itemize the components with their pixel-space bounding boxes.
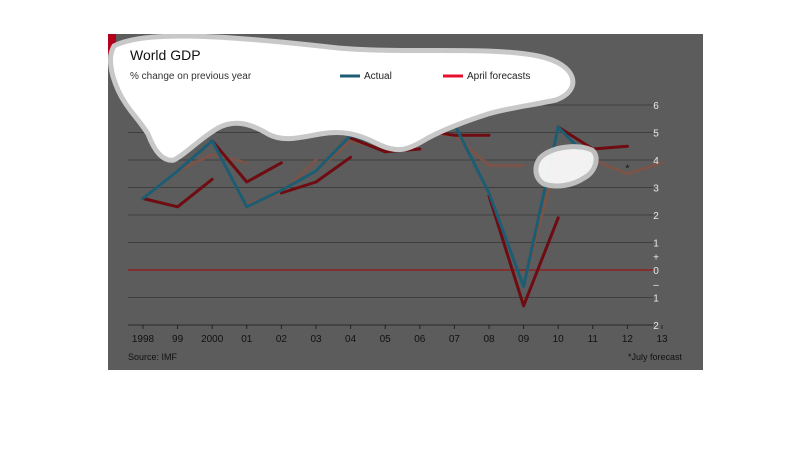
legend-actual-label: Actual: [364, 71, 392, 82]
y-tick-label: 6: [653, 101, 659, 112]
y-tick-label: 2: [653, 211, 659, 222]
y-axis-ticks: 6 5 4 3 2 1 +0 – 1 2: [653, 101, 659, 332]
series-line-light-1: [176, 153, 249, 173]
x-tick-label: 04: [345, 334, 357, 345]
x-tick-label: 10: [553, 334, 565, 345]
x-tick-label: 12: [622, 334, 634, 345]
series-line-dark-10: [279, 155, 353, 195]
y-tick-label: 1: [653, 239, 659, 250]
x-tick-label: 1998: [132, 334, 155, 345]
header-cloud: [108, 34, 576, 163]
x-tick-label: 06: [414, 334, 426, 345]
series-line-dark-13: [487, 194, 560, 308]
x-axis-ticks: 1998 99 2000 01 02 03 04 05 06 07 08 09 10 11 12 13: [132, 325, 668, 345]
x-tick-label: 99: [172, 334, 184, 345]
y-tick-label: +: [653, 252, 659, 263]
chart-svg: * World GDP % change on previous year Ac…: [108, 34, 683, 362]
y-tick-label: 4: [653, 156, 659, 167]
x-tick-label: 09: [518, 334, 530, 345]
series-line-light-7: [591, 158, 664, 176]
series-line-dark-9: [210, 139, 283, 184]
series-line-actual-0: [141, 122, 595, 288]
y-tick-label: 3: [653, 184, 659, 195]
legend-forecast-label: April forecasts: [467, 71, 530, 82]
series-line-dark-8: [141, 177, 214, 209]
y-tick-label: 5: [653, 129, 659, 140]
chart-title: World GDP: [130, 47, 201, 63]
highlight-blob: [533, 144, 599, 189]
x-tick-label: 08: [483, 334, 495, 345]
x-tick-label: 02: [276, 334, 288, 345]
y-tick-label: –: [653, 280, 659, 291]
series-line-light-5: [452, 133, 526, 167]
brand-tab: [108, 34, 116, 54]
footnote: *July forecast: [628, 352, 683, 362]
source-note: Source: IMF: [128, 352, 178, 362]
forecast-asterisk: *: [625, 164, 629, 175]
x-tick-label: 13: [656, 334, 668, 345]
y-tick-label: 2: [653, 321, 659, 332]
y-tick-label: 1: [653, 294, 659, 305]
legend: Actual April forecasts: [340, 71, 530, 82]
x-tick-label: 2000: [201, 334, 224, 345]
x-tick-label: 03: [310, 334, 322, 345]
x-tick-label: 11: [588, 334, 599, 345]
chart-figure: * World GDP % change on previous year Ac…: [108, 34, 703, 370]
x-tick-label: 05: [380, 334, 392, 345]
x-tick-label: 01: [241, 334, 253, 345]
x-tick-label: 07: [449, 334, 461, 345]
y-tick-label: 0: [653, 266, 659, 277]
series-line-light-2: [245, 158, 318, 206]
chart-subtitle: % change on previous year: [130, 71, 252, 82]
